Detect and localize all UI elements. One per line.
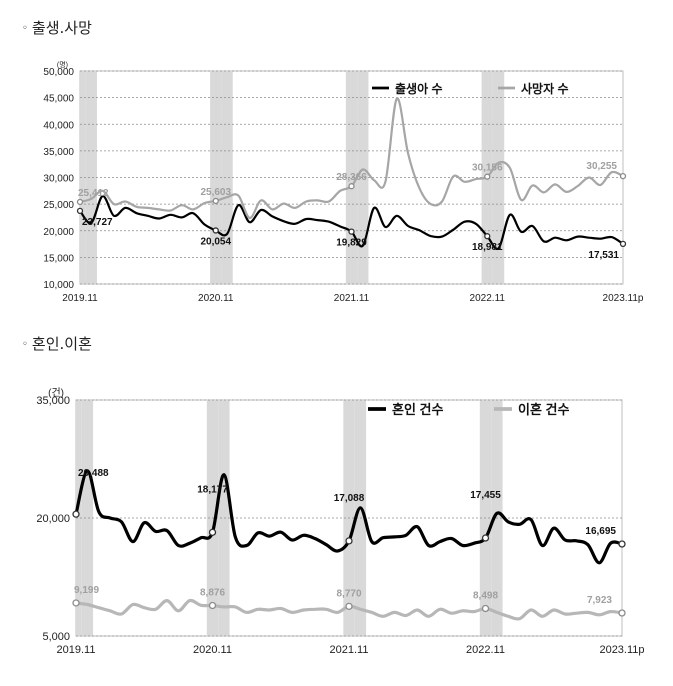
data-label: 28,366 <box>336 172 367 183</box>
data-marker <box>345 537 353 545</box>
shaded-band <box>345 71 358 284</box>
shaded-band <box>492 71 505 284</box>
y-tick-label: 25,000 <box>43 200 74 211</box>
data-label: 23,727 <box>82 217 113 228</box>
y-tick-label: 15,000 <box>43 253 74 264</box>
data-marker <box>484 233 491 240</box>
section-title-text: 출생.사망 <box>31 19 92 37</box>
x-tick-label: 2020.11 <box>198 293 234 304</box>
data-marker <box>72 599 80 607</box>
y-tick-label: 20,000 <box>43 227 74 238</box>
data-label: 20,488 <box>78 468 109 479</box>
x-tick-label: 2023.11p <box>603 293 644 304</box>
legend-label: 이혼 건수 <box>518 402 569 417</box>
data-label: 17,455 <box>470 490 501 501</box>
x-tick-label: 2019.11 <box>62 293 98 304</box>
x-tick-label: 2022.11 <box>466 644 505 656</box>
data-label: 9,199 <box>74 585 99 596</box>
data-marker <box>208 528 217 536</box>
data-label: 25,603 <box>200 187 231 198</box>
data-marker <box>212 227 219 234</box>
data-marker <box>345 602 353 610</box>
shaded-band <box>76 400 82 636</box>
section-title-births-deaths: ◦ 출생.사망 <box>22 19 92 37</box>
y-tick-label: 30,000 <box>43 174 74 185</box>
x-tick-label: 2019.11 <box>57 644 96 656</box>
data-marker <box>619 240 627 248</box>
data-label: 20,054 <box>200 236 231 247</box>
data-label: 25,412 <box>78 188 109 199</box>
y-tick-label: 50,000 <box>43 67 74 78</box>
data-marker <box>72 510 80 518</box>
data-marker <box>348 228 355 235</box>
data-label: 16,695 <box>585 526 616 537</box>
data-label: 30,255 <box>586 161 617 172</box>
data-marker <box>208 601 217 610</box>
x-tick-label: 2021.11 <box>334 293 370 304</box>
data-label: 7,923 <box>587 595 612 606</box>
x-tick-label: 2021.11 <box>330 644 369 656</box>
data-label: 8,876 <box>200 588 225 599</box>
data-marker <box>348 183 355 190</box>
shaded-band <box>80 71 86 284</box>
y-tick-label: 35,000 <box>43 147 74 158</box>
shaded-band <box>210 71 222 284</box>
shaded-band <box>85 71 97 284</box>
data-label: 8,770 <box>336 588 361 599</box>
x-tick-label: 2022.11 <box>470 293 506 304</box>
shaded-band <box>357 71 369 284</box>
x-tick-label: 2020.11 <box>193 644 232 656</box>
y-tick-label: 40,000 <box>43 120 74 131</box>
data-marker <box>484 173 491 180</box>
data-marker <box>212 197 219 205</box>
legend-label: 사망자 수 <box>521 81 569 96</box>
data-marker <box>618 609 626 617</box>
data-marker <box>76 198 84 206</box>
data-label: 18,981 <box>472 242 503 253</box>
shaded-band <box>221 71 233 284</box>
unit-label: (명) <box>57 60 68 69</box>
data-label: 8,498 <box>473 590 498 601</box>
births-deaths-chart: 10,000 15,000 20,000 25,000 30,000 35,000 40,0… <box>43 60 644 304</box>
data-marker <box>481 604 490 613</box>
section-title-text: 혼인.이혼 <box>31 335 92 353</box>
data-marker <box>619 172 627 180</box>
y-tick-label: 20,000 <box>36 513 70 525</box>
x-tick-label: 2023.11p <box>599 644 644 656</box>
marriages-divorces-chart: 5,000 20,000 35,000(건) 2019.11 2020.11 2021.1… <box>36 387 644 656</box>
data-label: 18,177 <box>197 484 228 495</box>
shaded-band <box>218 400 230 636</box>
y-tick-label: 10,000 <box>43 280 74 291</box>
data-label: 17,531 <box>588 250 619 261</box>
y-tick-label: 5,000 <box>42 631 70 643</box>
data-marker <box>618 540 626 548</box>
data-label: 19,829 <box>336 238 367 249</box>
unit-label: (건) <box>48 387 64 399</box>
shaded-band <box>81 400 94 636</box>
legend-label: 혼인 건수 <box>392 402 443 417</box>
section-title-marriages-divorces: ◦ 혼인.이혼 <box>22 335 92 353</box>
legend-label: 출생아 수 <box>395 81 443 96</box>
y-tick-label: 35,000 <box>36 395 70 407</box>
data-label: 17,088 <box>334 493 365 504</box>
y-tick-label: 45,000 <box>43 94 74 105</box>
data-marker <box>481 534 490 542</box>
data-marker <box>76 207 84 215</box>
data-label: 30,156 <box>472 163 503 174</box>
